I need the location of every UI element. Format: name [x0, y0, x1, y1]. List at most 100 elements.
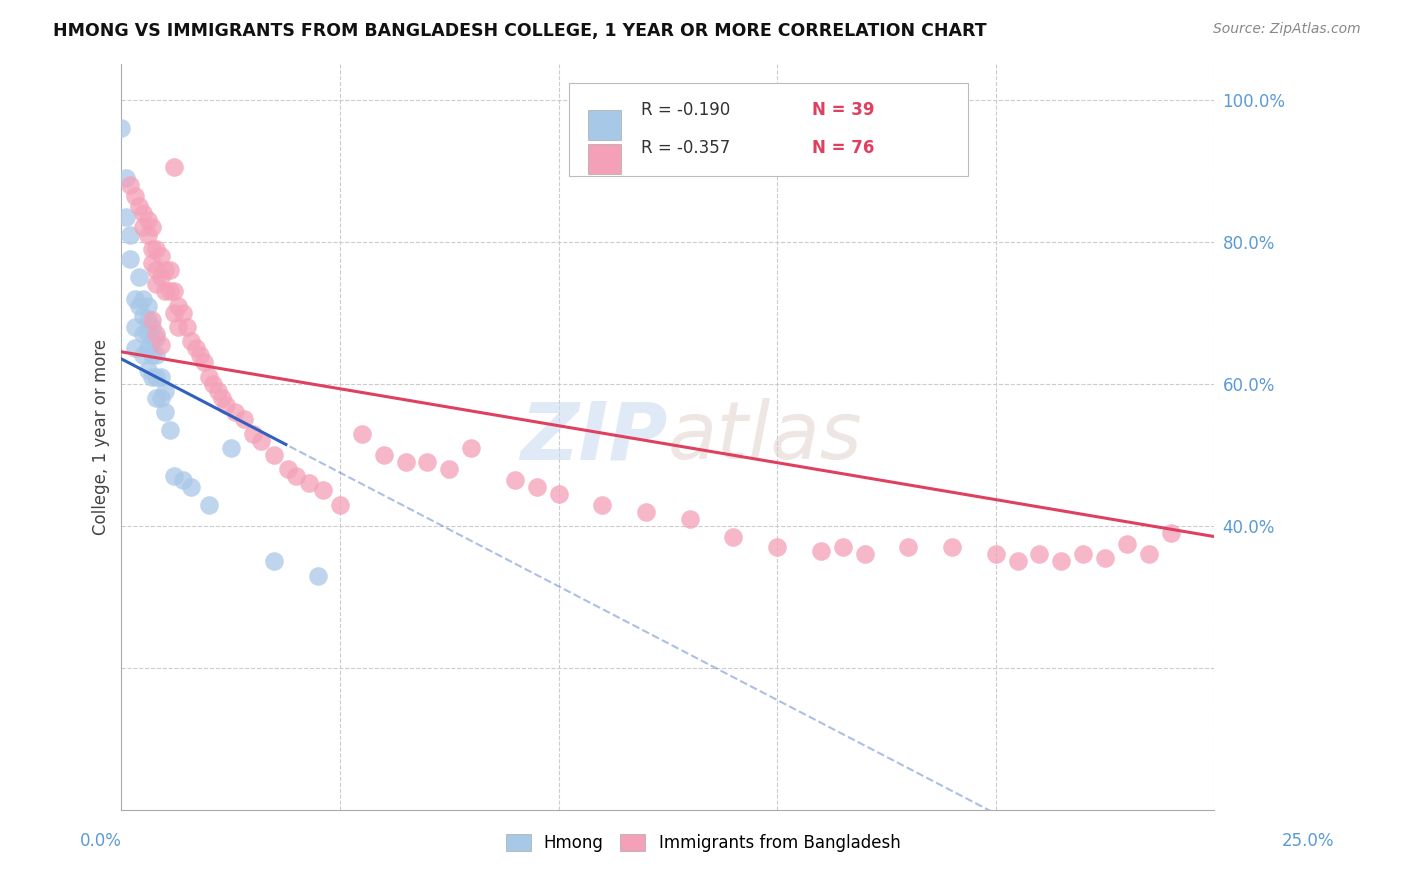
Point — [163, 285, 186, 299]
Point — [311, 483, 333, 498]
Point — [460, 441, 482, 455]
Point — [145, 369, 167, 384]
Point — [141, 313, 163, 327]
Point — [263, 448, 285, 462]
Point — [984, 547, 1007, 561]
Point — [831, 540, 853, 554]
Point — [132, 220, 155, 235]
Text: ZIP: ZIP — [520, 398, 668, 476]
Point — [159, 285, 181, 299]
Point — [141, 220, 163, 235]
Point — [180, 480, 202, 494]
Point — [141, 320, 163, 334]
Point — [132, 327, 155, 342]
Point — [145, 242, 167, 256]
Point — [853, 547, 876, 561]
Point — [136, 327, 159, 342]
Text: 25.0%: 25.0% — [1281, 832, 1334, 850]
Text: R = -0.190: R = -0.190 — [641, 102, 730, 120]
Point — [211, 391, 233, 405]
Text: N = 39: N = 39 — [813, 102, 875, 120]
Point — [307, 568, 329, 582]
Point — [153, 384, 176, 398]
Point — [132, 348, 155, 362]
Point — [215, 398, 238, 412]
Point — [172, 306, 194, 320]
Point — [329, 498, 352, 512]
Point — [120, 227, 142, 242]
Point — [285, 469, 308, 483]
Point — [207, 384, 229, 398]
Point — [723, 530, 745, 544]
Point — [136, 227, 159, 242]
Point — [141, 334, 163, 348]
Point — [141, 369, 163, 384]
Point — [202, 376, 225, 391]
Point — [110, 121, 132, 136]
Point — [120, 178, 142, 192]
Point — [176, 320, 198, 334]
Point — [141, 256, 163, 270]
Point — [145, 263, 167, 277]
Point — [153, 285, 176, 299]
Point — [1050, 554, 1073, 568]
FancyBboxPatch shape — [588, 145, 621, 174]
Point — [172, 473, 194, 487]
Point — [163, 469, 186, 483]
Point — [163, 306, 186, 320]
Point — [219, 441, 242, 455]
Point — [941, 540, 963, 554]
Point — [298, 476, 321, 491]
Point — [136, 313, 159, 327]
Point — [120, 252, 142, 267]
Point — [547, 487, 569, 501]
Point — [159, 423, 181, 437]
Point — [503, 473, 526, 487]
Point — [1137, 547, 1160, 561]
Point — [149, 369, 172, 384]
Point — [114, 210, 136, 224]
Point — [1115, 536, 1137, 550]
Point — [153, 263, 176, 277]
Point — [149, 249, 172, 263]
Point — [159, 263, 181, 277]
Point — [1028, 547, 1050, 561]
Point — [145, 348, 167, 362]
Point — [188, 348, 211, 362]
Point — [114, 170, 136, 185]
Point — [124, 320, 146, 334]
Text: atlas: atlas — [668, 398, 862, 476]
Point — [810, 543, 832, 558]
Point — [124, 188, 146, 202]
Point — [591, 498, 613, 512]
Point — [766, 540, 789, 554]
Point — [679, 512, 702, 526]
Point — [1094, 550, 1116, 565]
Point — [1007, 554, 1029, 568]
Point — [124, 292, 146, 306]
Point — [394, 455, 416, 469]
Point — [167, 320, 190, 334]
Point — [128, 199, 150, 213]
Point — [263, 554, 285, 568]
Point — [132, 206, 155, 220]
Point — [153, 405, 176, 419]
Point — [145, 330, 167, 344]
Point — [141, 242, 163, 256]
Point — [167, 299, 190, 313]
Text: R = -0.357: R = -0.357 — [641, 139, 730, 157]
Point — [250, 434, 273, 448]
Point — [141, 348, 163, 362]
Point — [136, 341, 159, 355]
Text: N = 76: N = 76 — [813, 139, 875, 157]
Y-axis label: College, 1 year or more: College, 1 year or more — [93, 339, 110, 535]
Legend: Hmong, Immigrants from Bangladesh: Hmong, Immigrants from Bangladesh — [499, 827, 907, 859]
Point — [180, 334, 202, 348]
Point — [193, 355, 215, 369]
Point — [136, 213, 159, 227]
Point — [184, 341, 207, 355]
Point — [242, 426, 264, 441]
Point — [145, 327, 167, 342]
Point — [149, 391, 172, 405]
Point — [145, 391, 167, 405]
